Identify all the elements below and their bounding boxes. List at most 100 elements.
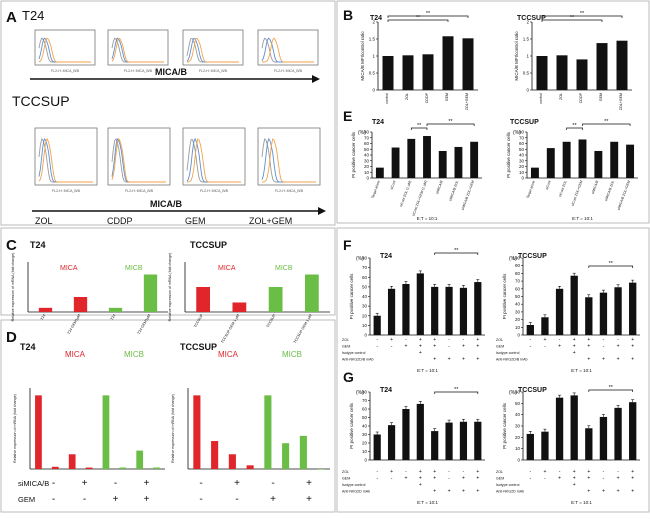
chart-e-tccsup-y-tick-label: 70 bbox=[519, 135, 525, 140]
tccsup-histogram-2-caption: FL2-H: MICA_B/B bbox=[125, 189, 154, 193]
chart-b-tccsup-sig-label: ** bbox=[570, 15, 575, 21]
panel-g-t24-table-cell: + bbox=[462, 476, 465, 482]
chart-c-tccsup-series-label-micb: MICB bbox=[275, 265, 293, 272]
panel-f-tccsup-table-cell: + bbox=[617, 344, 620, 350]
panel-f-t24-table-cell: - bbox=[448, 337, 450, 343]
panel-letter-d: D bbox=[6, 329, 17, 346]
panel-letter-b: B bbox=[343, 7, 353, 23]
chart-e-tccsup-sig-label: ** bbox=[572, 123, 577, 129]
chart-e-t24-bar-6 bbox=[454, 146, 463, 178]
chart-b-t24-category-label: GEM bbox=[445, 93, 449, 101]
panel-d-table-cell: + bbox=[144, 494, 150, 505]
condition-label-zol: ZOL bbox=[35, 216, 53, 226]
chart-e-tccsup-bar-4 bbox=[578, 139, 587, 178]
panel-g-t24-table-row-label: GEM bbox=[342, 477, 350, 481]
panel-d-table-cell: - bbox=[52, 478, 55, 489]
chart-g-tccsup-title: TCCSUP bbox=[518, 387, 547, 394]
panel-g-tccsup-table-cell: + bbox=[617, 489, 620, 495]
chart-e-t24-y-tick-label: 80 bbox=[364, 130, 370, 135]
chart-f-tccsup-bar-5 bbox=[585, 297, 593, 335]
chart-c-t24-bar-2 bbox=[73, 297, 88, 312]
chart-f-t24-y-tick-label: 30 bbox=[362, 304, 368, 309]
panel-g-tccsup-table-cell: - bbox=[529, 469, 531, 475]
panel-f-tccsup-table-cell: + bbox=[587, 344, 590, 350]
panel-f-tccsup-table-cell: - bbox=[617, 337, 619, 343]
chart-e-t24-y-tick-label: 10 bbox=[364, 170, 370, 175]
panel-f-tccsup-table-cell: - bbox=[529, 337, 531, 343]
chart-b-tccsup-bar-1 bbox=[536, 56, 548, 90]
panel-g-tccsup-table-cell: - bbox=[617, 469, 619, 475]
chart-g-t24-sig-bracket bbox=[434, 391, 479, 394]
chart-f-tccsup-y-tick-label: 40 bbox=[515, 302, 521, 307]
chart-f-tccsup-y-tick-label: 70 bbox=[515, 279, 521, 284]
chart-e-tccsup-y-tick-label: 0 bbox=[521, 176, 524, 181]
chart-g-t24-bar-2 bbox=[387, 425, 396, 460]
chart-g-tccsup-y-label: PI positive cancer cells bbox=[502, 402, 507, 449]
panel-g-tccsup-table-row-label: ZOL bbox=[496, 470, 503, 474]
panel-f-t24-table-cell: - bbox=[376, 344, 378, 350]
tccsup-arrowhead bbox=[318, 207, 326, 215]
chart-f-t24: T24 0 10 20 30 40 50 60 70 80(%) PI positive cance… bbox=[349, 248, 485, 373]
chart-e-tccsup-x-label: E:T = 10:1 bbox=[572, 216, 593, 221]
panel-f-t24-table-cell: - bbox=[405, 337, 407, 343]
t24-histogram-4-frame bbox=[257, 29, 319, 66]
chart-f-t24-x-label: E:T = 10:1 bbox=[417, 368, 438, 373]
chart-f-t24-title: T24 bbox=[380, 253, 392, 260]
chart-d-t24-series-label-mica: MICA bbox=[65, 350, 86, 359]
chart-e-tccsup-category-label: siMICA/B ZOL bbox=[604, 180, 615, 202]
chart-d-t24-bar-6 bbox=[119, 467, 127, 469]
chart-d-t24-bar-3 bbox=[68, 454, 76, 469]
panel-f-tccsup-table-cell: + bbox=[543, 337, 546, 343]
chart-e-tccsup-category-label: siCont ZOL+GEM bbox=[570, 180, 583, 207]
panel-g-t24-table-cell: + bbox=[404, 476, 407, 482]
panel-d-table-cell: - bbox=[199, 494, 202, 505]
chart-e-t24-title: T24 bbox=[372, 119, 384, 126]
panel-g-tccsup-table-cell: + bbox=[602, 489, 605, 495]
chart-g-tccsup-bar-8 bbox=[629, 402, 637, 460]
chart-d-tccsup-bar-5 bbox=[264, 395, 272, 469]
chart-b-t24-y-tick-label: 0 bbox=[372, 88, 375, 93]
panel-g-tccsup-table-cell: + bbox=[631, 476, 634, 482]
chart-g-t24-y-tick-label: 50 bbox=[362, 415, 368, 420]
tccsup-histogram-3-frame bbox=[182, 127, 246, 186]
panel-d-treatment-table: siMICA/B - + - + - + - +GEM - - + + - - + + bbox=[18, 478, 312, 505]
chart-f-tccsup-y-tick-label: 30 bbox=[515, 309, 521, 314]
panel-g-t24-table-cell: + bbox=[476, 489, 479, 495]
chart-f-t24-sig-bracket bbox=[434, 252, 479, 255]
chart-g-tccsup-bar-4 bbox=[570, 395, 578, 460]
panel-d-table-cell: - bbox=[83, 494, 86, 505]
chart-b-t24-category-label: CDDP bbox=[425, 92, 429, 103]
panel-f-t24-table-cell: + bbox=[419, 337, 422, 343]
chart-d-t24: T24 Relative expression of mRNA (fold cha… bbox=[13, 342, 165, 470]
panel-f-tccsup-table-cell: - bbox=[603, 337, 605, 343]
chart-b-t24-y-tick-label: 1.5 bbox=[369, 37, 376, 42]
panel-a-frame bbox=[0, 0, 336, 226]
panel-g-tccsup-treatment-table: ZOL - + - + + - - +GEM - - + + + - + +Isotype control +An… bbox=[496, 469, 634, 495]
panel-g-tccsup-table-cell: + bbox=[587, 476, 590, 482]
chart-b-t24-bar-1 bbox=[382, 56, 394, 90]
chart-g-tccsup-y-tick-label: 40 bbox=[515, 412, 521, 417]
panel-g-t24-table-cell: + bbox=[476, 476, 479, 482]
panel-g-tccsup-table-cell: - bbox=[603, 476, 605, 482]
chart-g-tccsup-sig-bracket bbox=[588, 389, 634, 392]
chart-e-tccsup-bar-5 bbox=[594, 150, 603, 178]
chart-b-t24-y-label: MICA/B MFI/control ratio bbox=[360, 31, 365, 81]
chart-b-t24-sig-bracket bbox=[387, 15, 469, 18]
panel-g-t24-table-cell: + bbox=[448, 489, 451, 495]
panel-f-t24-table-cell: + bbox=[404, 344, 407, 350]
chart-g-t24-y-label: PI positive cancer cells bbox=[349, 402, 354, 449]
chart-b-tccsup: TCCSUP 0 0.5 1 1.5 2 MICA/B MFI/control ratio c… bbox=[514, 11, 632, 110]
panel-g-tccsup-table-cell: + bbox=[573, 469, 576, 475]
chart-c-t24-series-label-micb: MICB bbox=[125, 265, 143, 272]
chart-e-t24-sig-label: ** bbox=[417, 123, 422, 129]
chart-f-tccsup-y-tick-label: 50 bbox=[515, 294, 521, 299]
chart-g-tccsup-sig-label: ** bbox=[609, 385, 614, 391]
chart-b-tccsup-y-tick-label: 0.5 bbox=[523, 71, 530, 76]
chart-c-tccsup-bar-2 bbox=[232, 302, 247, 312]
chart-g-t24-bar-6 bbox=[445, 422, 453, 460]
panel-f-tccsup-table-cell: - bbox=[559, 337, 561, 343]
panel-g-tccsup-table-cell: + bbox=[543, 469, 546, 475]
chart-g-t24-y-tick-label: 40 bbox=[362, 424, 368, 429]
chart-f-tccsup-y-tick-label: 10 bbox=[515, 325, 521, 330]
